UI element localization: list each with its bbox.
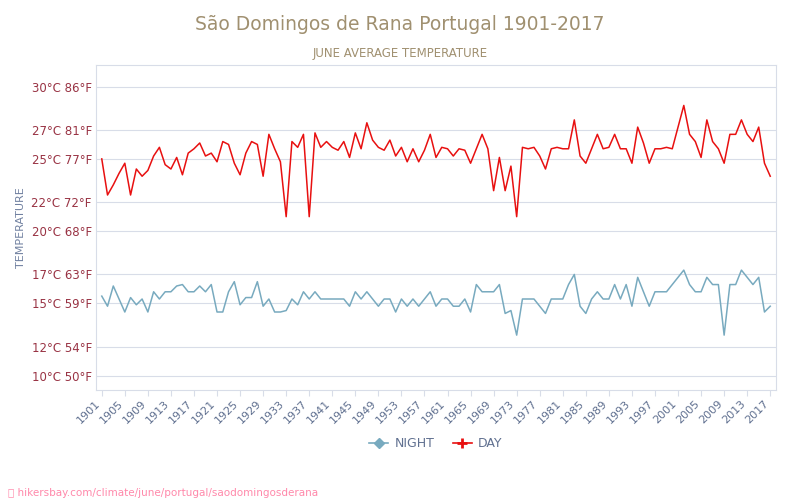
Text: São Domingos de Rana Portugal 1901-2017: São Domingos de Rana Portugal 1901-2017	[195, 15, 605, 34]
Text: 🔴 hikersbay.com/climate/june/portugal/saodomingosderana: 🔴 hikersbay.com/climate/june/portugal/sa…	[8, 488, 318, 498]
Legend: NIGHT, DAY: NIGHT, DAY	[365, 432, 507, 456]
Y-axis label: TEMPERATURE: TEMPERATURE	[16, 187, 26, 268]
Text: JUNE AVERAGE TEMPERATURE: JUNE AVERAGE TEMPERATURE	[313, 48, 487, 60]
